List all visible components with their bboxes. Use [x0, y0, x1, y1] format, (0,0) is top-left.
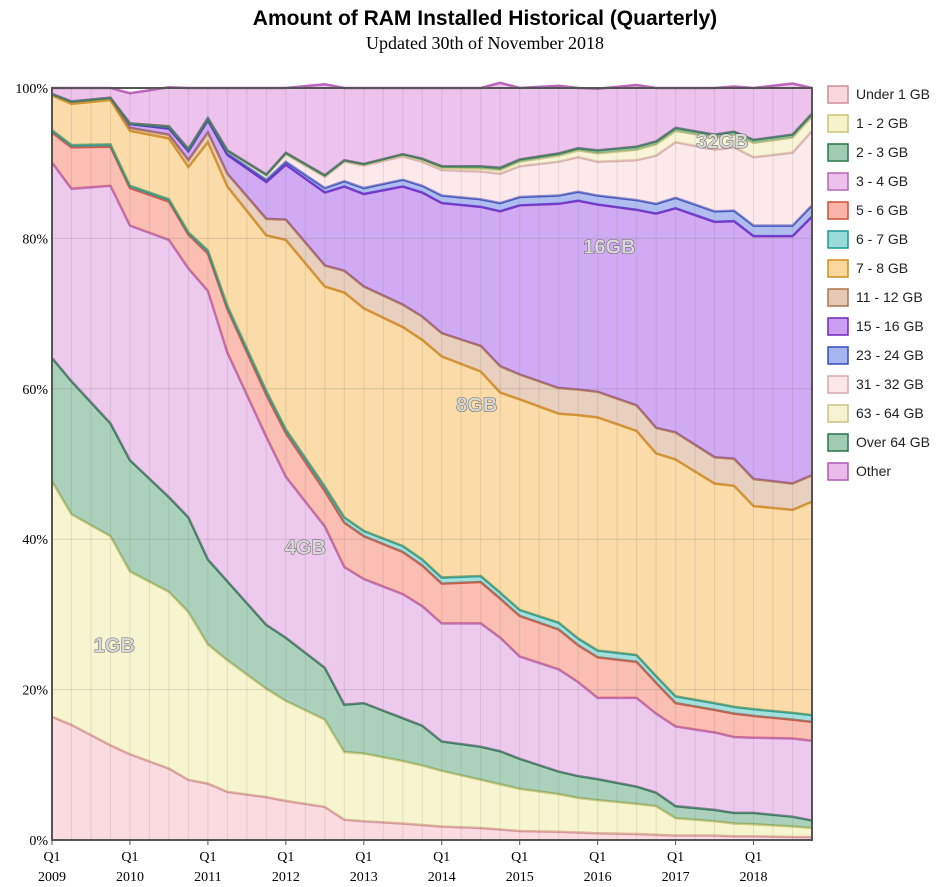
x-tick-year: 2014 — [428, 870, 456, 885]
y-tick-label: 80% — [22, 232, 48, 247]
legend-label: 3 - 4 GB — [856, 173, 908, 189]
x-tick-year: 2017 — [662, 870, 690, 885]
legend-label: 31 - 32 GB — [856, 376, 924, 392]
legend-label: 2 - 3 GB — [856, 144, 908, 160]
x-axis: Q1 2009 Q1 2010 Q1 2011 Q1 2012 Q1 2013 Q1 2014 Q1 20… — [38, 840, 768, 885]
legend-label: 11 - 12 GB — [856, 289, 923, 305]
y-tick-label: 60% — [22, 383, 48, 398]
annotation-layer: 1GB 4GB 8GB 16GB 32GB — [93, 131, 748, 658]
series-area-4 — [52, 132, 812, 741]
y-tick-label: 20% — [22, 684, 48, 699]
plot-background — [52, 88, 812, 840]
legend: Under 1 GB 1 - 2 GB 2 - 3 GB 3 - 4 GB 5 - 6 … — [827, 85, 930, 481]
series-area-6 — [52, 95, 812, 716]
x-tick-quarter: Q1 — [667, 850, 684, 865]
region-label-1gb: 1GB — [94, 635, 135, 657]
legend-label: 5 - 6 GB — [856, 202, 908, 218]
x-tick-year: 2015 — [506, 870, 534, 885]
legend-label: Other — [856, 463, 891, 479]
chart-subtitle: Updated 30th of November 2018 — [366, 33, 604, 53]
legend-swatch — [827, 462, 849, 481]
x-tick-quarter: Q1 — [433, 850, 450, 865]
legend-swatch — [827, 317, 849, 336]
region-label-16gb: 16GB — [583, 236, 635, 258]
legend-swatch — [827, 230, 849, 249]
legend-label: Under 1 GB — [856, 86, 930, 102]
x-tick-quarter: Q1 — [589, 850, 606, 865]
x-tick-quarter: Q1 — [355, 850, 372, 865]
series-line-1 — [50, 480, 813, 830]
series-area-3 — [52, 162, 812, 821]
legend-label: 6 - 7 GB — [856, 231, 908, 247]
y-tick-label: 40% — [22, 533, 48, 548]
legend-swatch — [827, 433, 849, 452]
legend-label: 63 - 64 GB — [856, 405, 924, 421]
legend-swatch — [827, 404, 849, 423]
series-line-2 — [51, 357, 813, 822]
x-tick-year: 2009 — [38, 870, 66, 885]
area-layer — [50, 81, 813, 840]
plot-frame — [51, 87, 813, 841]
x-tick-quarter: Q1 — [277, 850, 294, 865]
x-tick-year: 2010 — [116, 870, 144, 885]
x-tick-year: 2018 — [740, 870, 768, 885]
x-tick-year: 2011 — [194, 870, 221, 885]
legend-swatch — [827, 172, 849, 191]
x-tick-year: 2013 — [350, 870, 378, 885]
series-area-13 — [52, 82, 812, 176]
series-line-6 — [51, 94, 813, 512]
legend-swatch — [827, 85, 849, 104]
region-label-32gb: 32GB — [696, 131, 748, 153]
x-tick-quarter: Q1 — [745, 850, 762, 865]
series-area-10 — [52, 94, 812, 226]
series-line-3 — [50, 161, 813, 742]
y-tick-label: 0% — [29, 834, 48, 849]
series-line-12 — [51, 92, 813, 177]
series-area-9 — [52, 94, 812, 237]
series-area-8 — [52, 94, 812, 484]
x-tick-year: 2016 — [584, 870, 612, 885]
x-tick-year: 2012 — [272, 870, 300, 885]
legend-label: 7 - 8 GB — [856, 260, 908, 276]
series-line-5 — [51, 129, 813, 717]
legend-swatch — [827, 201, 849, 220]
legend-label: 15 - 16 GB — [856, 318, 924, 334]
series-area-0 — [52, 716, 812, 840]
legend-swatch — [827, 288, 849, 307]
series-area-7 — [52, 94, 812, 510]
chart-title: Amount of RAM Installed Historical (Quar… — [253, 7, 717, 30]
legend-label: Over 64 GB — [856, 434, 930, 450]
x-tick-quarter: Q1 — [121, 850, 138, 865]
y-tick-label: 100% — [15, 82, 48, 97]
legend-swatch — [827, 375, 849, 394]
legend-swatch — [827, 114, 849, 133]
legend-label: 1 - 2 GB — [856, 115, 908, 131]
y-axis: 0% 20% 40% 60% 80% 100% — [15, 82, 48, 849]
legend-swatch — [827, 259, 849, 278]
legend-label: 23 - 24 GB — [856, 347, 924, 363]
x-tick-quarter: Q1 — [199, 850, 216, 865]
x-tick-quarter: Q1 — [511, 850, 528, 865]
grid-layer — [52, 88, 812, 840]
region-label-4gb: 4GB — [285, 537, 326, 559]
series-line-7 — [51, 92, 813, 485]
series-line-0 — [51, 715, 812, 839]
series-area-11 — [52, 94, 812, 177]
region-label-8gb: 8GB — [456, 394, 497, 416]
series-area-1 — [52, 481, 812, 837]
legend-swatch — [827, 346, 849, 365]
legend-swatch — [827, 143, 849, 162]
x-tick-quarter: Q1 — [43, 850, 60, 865]
